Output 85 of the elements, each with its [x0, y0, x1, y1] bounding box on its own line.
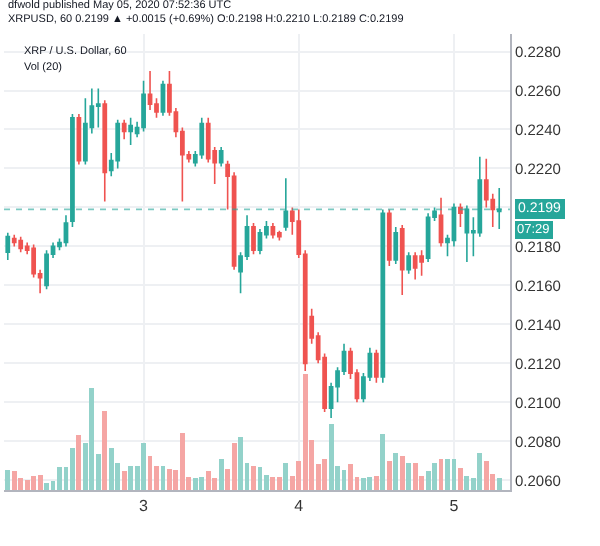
candlestick	[141, 79, 146, 133]
candlestick	[386, 208, 392, 267]
bar	[108, 448, 114, 490]
candlestick	[464, 204, 470, 263]
bar	[141, 443, 146, 490]
bar	[276, 477, 282, 490]
bar	[37, 474, 43, 490]
bar	[44, 483, 49, 490]
candlestick	[115, 118, 121, 170]
bar	[18, 478, 24, 490]
bar	[393, 452, 399, 490]
bar	[238, 436, 243, 490]
bar	[76, 435, 82, 490]
bar	[251, 465, 256, 490]
bar	[373, 476, 379, 490]
bar	[328, 423, 334, 490]
bar	[128, 465, 134, 490]
bar	[283, 463, 289, 490]
bar	[89, 387, 95, 490]
x-tick-label: 4	[294, 497, 305, 516]
candlestick	[102, 99, 108, 203]
bar	[31, 476, 37, 490]
candlestick	[257, 228, 263, 255]
candlestick	[438, 196, 444, 248]
bar	[70, 448, 75, 490]
bar	[11, 471, 17, 490]
bar	[302, 373, 308, 490]
candlestick	[373, 348, 379, 384]
candlestick	[147, 70, 153, 111]
bar	[218, 458, 224, 490]
bar	[192, 478, 198, 490]
bar	[57, 466, 62, 490]
bar	[179, 433, 185, 490]
bar	[386, 460, 392, 490]
bar	[264, 474, 269, 490]
bar	[270, 477, 276, 490]
candlestick	[496, 187, 502, 230]
candlestick	[380, 208, 386, 384]
bar	[399, 456, 405, 490]
candlestick	[121, 118, 127, 141]
bar	[205, 471, 211, 490]
candlestick	[95, 87, 101, 129]
candlestick	[270, 222, 276, 240]
bar	[367, 477, 373, 490]
candlestick	[276, 230, 282, 242]
candlestick	[11, 233, 17, 248]
candlestick	[406, 251, 412, 275]
candlestick	[82, 97, 88, 166]
x-tick-label: 5	[449, 497, 460, 516]
bar	[380, 434, 386, 490]
bar	[496, 478, 502, 490]
bar	[361, 478, 366, 490]
candlestick	[412, 251, 418, 281]
candlestick	[251, 222, 256, 255]
bar	[412, 463, 418, 490]
candlestick	[393, 226, 399, 265]
bar	[477, 452, 483, 490]
candlestick	[199, 117, 205, 160]
candlestick	[283, 177, 289, 232]
candlestick	[419, 249, 424, 277]
bar	[167, 469, 172, 490]
candlestick	[5, 231, 11, 261]
x-tick-label: 3	[139, 497, 150, 516]
candlestick	[218, 146, 224, 168]
candlestick	[458, 202, 463, 228]
bar	[212, 478, 218, 490]
candlestick	[399, 224, 405, 296]
bar	[24, 479, 30, 490]
candlestick	[128, 117, 134, 146]
candlestick	[18, 235, 24, 254]
bar	[322, 458, 328, 490]
bar	[483, 460, 489, 490]
bar	[432, 463, 437, 490]
bar	[464, 476, 470, 490]
bar	[445, 458, 450, 490]
bar	[102, 410, 108, 490]
bar	[425, 471, 431, 490]
bar	[348, 464, 353, 490]
candlestick	[44, 249, 49, 291]
bar	[199, 477, 205, 490]
bar	[121, 471, 127, 490]
bar	[458, 467, 463, 490]
bar	[231, 443, 237, 490]
bar	[406, 463, 412, 490]
bar	[5, 470, 11, 490]
